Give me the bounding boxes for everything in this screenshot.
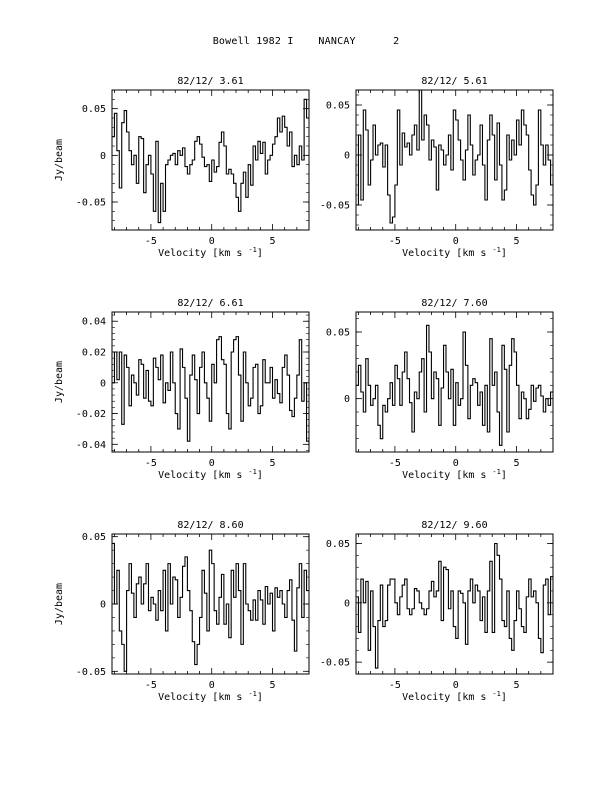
x-axis-label-sup: -1: [248, 468, 256, 476]
x-axis-label: Velocity [km s -1]: [402, 690, 507, 703]
panel-title: 82/12/ 9.60: [421, 520, 487, 531]
x-axis-label-end: ]: [257, 692, 263, 703]
panel-title: 82/12/ 7.60: [421, 298, 487, 309]
x-tick-label: 5: [514, 680, 520, 691]
panel-title: 82/12/ 3.61: [177, 76, 243, 87]
x-axis-label: Velocity [km s -1]: [158, 468, 263, 481]
x-axis-label: Velocity [km s -1]: [158, 690, 263, 703]
panel-title: 82/12/ 8.60: [177, 520, 243, 531]
x-tick-label: 5: [270, 680, 276, 691]
spectrum-panel: -5 0 5 0.05 0 -0.05 82/12/ 3.61 Velocity [km s …: [54, 76, 310, 259]
x-axis-label-sup: -1: [248, 690, 256, 698]
y-tick-label: 0.04: [82, 317, 106, 328]
page-title: Bowell 1982 I NANCAY 2: [212, 36, 400, 47]
spectrum-panel: -5 0 5 0.05 0 -0.05 82/12/ 9.60 Velocity [km s …: [320, 520, 554, 703]
y-tick-label: 0: [344, 598, 350, 609]
spectrum-line: [356, 542, 553, 669]
x-axis-label-end: ]: [501, 470, 507, 481]
spectrum-line: [112, 98, 309, 224]
y-tick-label: 0: [100, 151, 106, 162]
x-tick-label: -5: [389, 458, 401, 469]
plot-frame: [355, 311, 554, 453]
x-tick-label: -5: [145, 458, 157, 469]
x-axis-label: Velocity [km s -1]: [158, 246, 263, 259]
panel-title: 82/12/ 5.61: [421, 76, 487, 87]
spectrum-line: [356, 89, 553, 224]
y-axis-label: Jy/beam: [54, 361, 65, 403]
x-tick-label: -5: [389, 680, 401, 691]
panel-title: 82/12/ 6.61: [177, 298, 243, 309]
x-axis-label-main: Velocity [km s: [158, 692, 248, 703]
y-tick-label: -0.05: [76, 198, 106, 209]
y-tick-label: 0.05: [326, 101, 350, 112]
x-tick-label: 5: [514, 458, 520, 469]
y-axis-label: Jy/beam: [54, 139, 65, 181]
x-tick-label: 0: [209, 458, 215, 469]
y-tick-label: -0.05: [320, 658, 350, 669]
y-tick-label: -0.02: [76, 409, 106, 420]
y-tick-label: 0.05: [326, 328, 350, 339]
x-tick-label: 0: [453, 458, 459, 469]
x-tick-label: 0: [209, 236, 215, 247]
x-axis-label-main: Velocity [km s: [158, 470, 248, 481]
x-tick-label: -5: [389, 236, 401, 247]
y-tick-label: 0: [344, 151, 350, 162]
spectrum-line: [112, 542, 309, 672]
y-tick-label: 0: [100, 600, 106, 611]
spectrum-panel: -5 0 5 0.05 0 -0.05 82/12/ 5.61 Velocity [km s …: [320, 76, 554, 259]
x-tick-label: 5: [514, 236, 520, 247]
plot-frame: [111, 89, 310, 231]
x-axis-label-end: ]: [501, 248, 507, 259]
x-axis-label-sup: -1: [248, 246, 256, 254]
y-tick-label: -0.05: [320, 201, 350, 212]
x-axis-label: Velocity [km s -1]: [402, 468, 507, 481]
spectrum-panel: -5 0 5 0.05 0 -0.05 82/12/ 8.60 Velocity [km s …: [54, 520, 310, 703]
y-tick-label: 0: [344, 394, 350, 405]
x-axis-label-main: Velocity [km s: [158, 248, 248, 259]
x-tick-label: 0: [209, 680, 215, 691]
x-axis-label-end: ]: [257, 470, 263, 481]
x-axis-label-sup: -1: [492, 468, 500, 476]
plot-frame: [355, 533, 554, 675]
y-tick-label: -0.05: [76, 667, 106, 678]
spectrum-panel: -5 0 5 0.05 0 82/12/ 7.60 Velocity [km s -1]: [326, 298, 554, 481]
spectrum-line: [356, 324, 553, 446]
x-tick-label: -5: [145, 680, 157, 691]
x-axis-label-main: Velocity [km s: [402, 248, 492, 259]
y-tick-label: 0.02: [82, 348, 106, 359]
x-tick-label: 5: [270, 458, 276, 469]
x-tick-label: -5: [145, 236, 157, 247]
x-tick-label: 0: [453, 680, 459, 691]
y-tick-label: -0.04: [76, 440, 106, 451]
x-axis-label-main: Velocity [km s: [402, 692, 492, 703]
x-axis-label-sup: -1: [492, 246, 500, 254]
y-tick-label: 0.05: [326, 539, 350, 550]
y-tick-label: 0.05: [82, 104, 106, 115]
x-axis-label-main: Velocity [km s: [402, 470, 492, 481]
y-axis-label: Jy/beam: [54, 583, 65, 625]
x-axis-label-end: ]: [501, 692, 507, 703]
x-tick-label: 0: [453, 236, 459, 247]
spectrum-panel: -5 0 5 0.04 0.02 0 -0.02 -0.04 82/12/ 6.61 Veloci…: [54, 298, 310, 481]
x-axis-label-sup: -1: [492, 690, 500, 698]
plot-frame: [355, 89, 554, 231]
y-tick-label: 0.05: [82, 532, 106, 543]
y-tick-label: 0: [100, 378, 106, 389]
x-tick-label: 5: [270, 236, 276, 247]
plot-frame: [111, 311, 310, 453]
x-axis-label-end: ]: [257, 248, 263, 259]
spectrum-line: [112, 336, 309, 442]
x-axis-label: Velocity [km s -1]: [402, 246, 507, 259]
